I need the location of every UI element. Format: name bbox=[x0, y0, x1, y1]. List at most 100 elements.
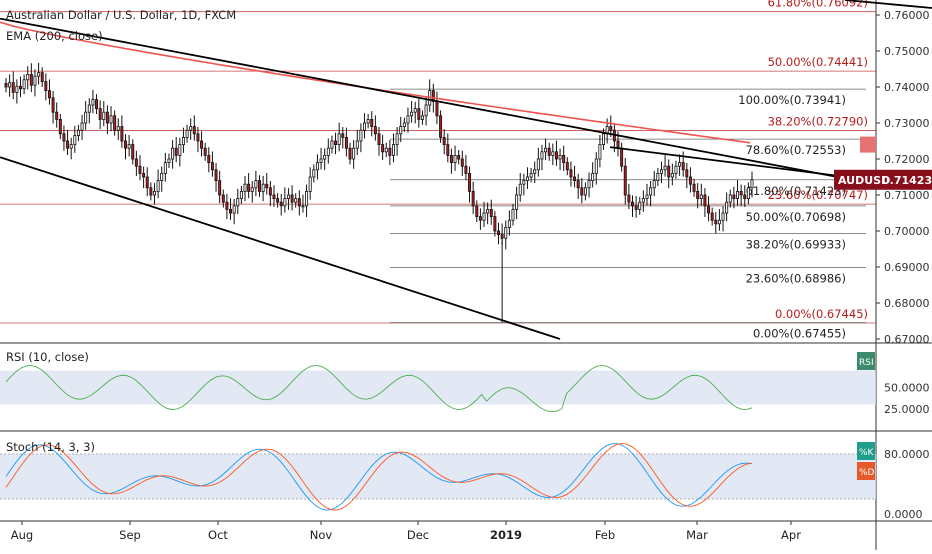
candle bbox=[656, 172, 660, 181]
candle bbox=[218, 180, 222, 196]
short-trendline bbox=[609, 146, 877, 182]
candle bbox=[587, 180, 591, 189]
candle bbox=[174, 147, 178, 156]
y-tick-label: 0.74000 bbox=[884, 81, 930, 94]
candle bbox=[449, 154, 453, 163]
candle bbox=[420, 115, 424, 120]
candle bbox=[305, 190, 309, 207]
candle bbox=[26, 74, 30, 81]
fib-level-label: 23.60%(0.70747) bbox=[768, 188, 868, 202]
candle bbox=[229, 208, 233, 214]
candle bbox=[750, 179, 754, 189]
x-tick-label: Sep bbox=[119, 528, 141, 542]
candle bbox=[649, 187, 653, 196]
candle bbox=[44, 81, 48, 91]
candle bbox=[243, 183, 247, 192]
candle bbox=[413, 108, 417, 113]
candle bbox=[297, 198, 301, 207]
stoch-legend[interactable]: Stoch (14, 3, 3) bbox=[6, 440, 95, 454]
rsi-band bbox=[0, 370, 876, 405]
candle bbox=[87, 104, 91, 113]
candle bbox=[29, 74, 33, 86]
stoch-tick-label: 80.0000 bbox=[884, 448, 930, 461]
rsi-badge bbox=[857, 352, 875, 370]
candle bbox=[435, 101, 439, 117]
fib2-level-label: 50.00%(0.70698) bbox=[746, 210, 846, 224]
candle bbox=[460, 158, 464, 167]
candle bbox=[330, 140, 334, 149]
candle bbox=[475, 205, 479, 218]
candle bbox=[200, 140, 204, 149]
candle bbox=[518, 183, 522, 196]
candle bbox=[279, 201, 283, 207]
y-tick-label: 0.75000 bbox=[884, 45, 930, 58]
candle bbox=[124, 140, 127, 149]
candle bbox=[533, 169, 537, 174]
candle bbox=[685, 169, 689, 178]
candle bbox=[638, 201, 642, 210]
candle bbox=[497, 230, 500, 235]
candle bbox=[120, 126, 124, 142]
rsi-line bbox=[5, 364, 753, 413]
rsi-legend[interactable]: RSI (10, close) bbox=[6, 350, 89, 364]
candle bbox=[453, 154, 457, 163]
candle bbox=[746, 187, 750, 200]
candle bbox=[163, 162, 167, 174]
candle bbox=[319, 158, 323, 163]
candle bbox=[355, 140, 359, 149]
candle bbox=[504, 226, 508, 239]
candle bbox=[341, 133, 345, 138]
candle bbox=[558, 154, 562, 160]
fib2-level-label: 100.00%(0.73941) bbox=[738, 93, 846, 107]
fib-level-label: 61.80%(0.76092) bbox=[768, 0, 868, 10]
candle bbox=[645, 194, 649, 199]
candle bbox=[544, 147, 548, 153]
candle bbox=[707, 205, 711, 214]
candle bbox=[268, 187, 272, 196]
candle bbox=[334, 140, 338, 145]
candle bbox=[62, 133, 66, 142]
candle bbox=[105, 111, 109, 124]
candle bbox=[47, 90, 51, 99]
candle bbox=[323, 154, 327, 160]
candle bbox=[131, 144, 135, 160]
candle bbox=[359, 129, 363, 142]
y-tick-label: 0.73000 bbox=[884, 117, 930, 130]
candle bbox=[315, 162, 319, 171]
x-tick-label: Oct bbox=[208, 528, 228, 542]
candle bbox=[678, 162, 682, 167]
candle bbox=[424, 104, 428, 117]
candle bbox=[402, 122, 406, 127]
candle bbox=[507, 219, 511, 228]
candle bbox=[171, 147, 175, 160]
candle bbox=[352, 147, 356, 160]
candle bbox=[598, 144, 602, 160]
candle bbox=[51, 97, 55, 113]
candle bbox=[547, 147, 551, 156]
y-tick-label: 0.70000 bbox=[884, 225, 930, 238]
candle bbox=[185, 129, 189, 138]
candle bbox=[728, 194, 732, 203]
candle bbox=[373, 126, 377, 135]
ema-badge bbox=[860, 136, 876, 153]
ema-legend[interactable]: EMA (200, close) bbox=[6, 29, 103, 43]
fib2-level-label: 0.00%(0.67455) bbox=[753, 327, 846, 341]
candle bbox=[439, 115, 443, 138]
candle bbox=[739, 190, 743, 196]
candle bbox=[616, 140, 620, 149]
candle bbox=[276, 198, 280, 203]
candle bbox=[551, 151, 555, 156]
candle bbox=[681, 162, 685, 171]
candle bbox=[261, 183, 265, 192]
candle bbox=[113, 115, 117, 131]
candle bbox=[743, 194, 747, 199]
candle bbox=[312, 169, 316, 178]
fib-level-label: 50.00%(0.74441) bbox=[768, 55, 868, 69]
rsi-tick-label: 50.0000 bbox=[884, 382, 930, 395]
candle bbox=[725, 201, 729, 214]
candle bbox=[366, 119, 370, 124]
candle bbox=[58, 119, 62, 135]
x-tick-label: Nov bbox=[310, 528, 333, 542]
